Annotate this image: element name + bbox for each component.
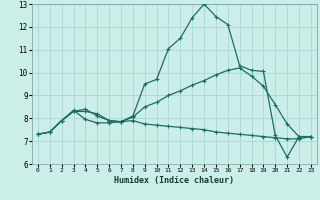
X-axis label: Humidex (Indice chaleur): Humidex (Indice chaleur) — [115, 176, 234, 185]
